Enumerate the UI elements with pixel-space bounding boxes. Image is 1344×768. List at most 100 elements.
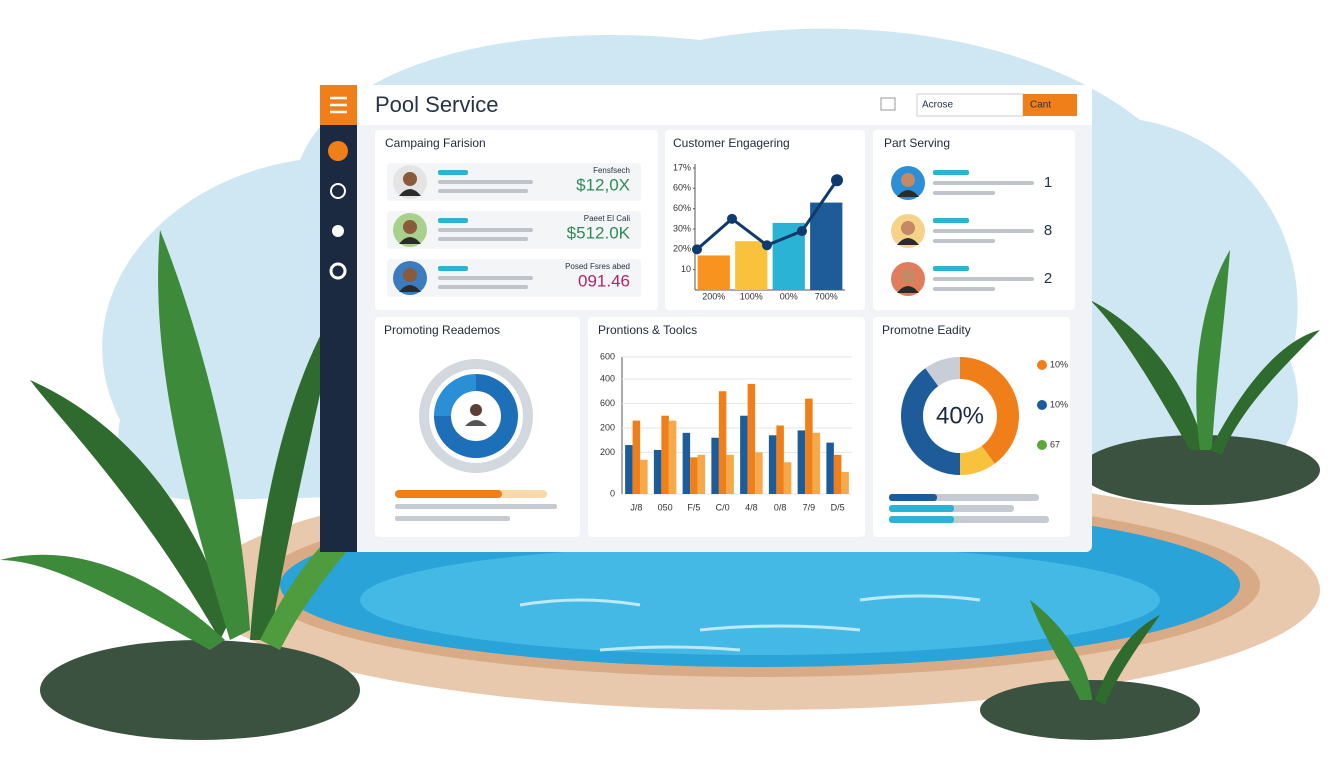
bar [668, 420, 677, 494]
placeholder-line [438, 276, 533, 280]
panel-title: Prontions & Toolcs [598, 323, 697, 337]
line-point [762, 240, 772, 251]
x-tick-label: 700% [815, 291, 838, 301]
x-tick-label: F/5 [687, 502, 700, 512]
placeholder-line [933, 218, 969, 223]
placeholder-line [933, 287, 995, 291]
donut-segment [925, 357, 960, 387]
avatar-body [399, 285, 421, 292]
bar [826, 442, 834, 494]
y-tick-label: 60% [673, 203, 691, 213]
bar [755, 452, 763, 494]
placeholder-line [438, 237, 528, 241]
bar [776, 425, 784, 494]
avatar-face [901, 269, 915, 283]
placeholder-line [933, 170, 969, 175]
donut-center-label: 40% [936, 402, 984, 429]
bar [682, 432, 691, 494]
bar [632, 420, 641, 494]
plant-left [0, 230, 420, 740]
x-tick-label: 4/8 [745, 502, 758, 512]
row-value: $12,0X [576, 175, 630, 194]
row-label: Posed Fsres abed [565, 262, 630, 271]
bar [833, 454, 842, 494]
avatar-face [403, 172, 417, 186]
row-label: Fensfsech [593, 166, 630, 175]
plant-right [980, 250, 1320, 740]
bar [697, 454, 706, 494]
x-tick-label: J/8 [630, 502, 642, 512]
placeholder-line [933, 239, 995, 243]
nav-icon[interactable] [330, 183, 346, 199]
bar [640, 459, 648, 494]
row-value: 091.46 [578, 271, 630, 290]
nav-icon[interactable] [328, 141, 348, 161]
legend-swatch [1037, 360, 1047, 370]
y-tick-label: 10 [681, 264, 691, 274]
line-point [831, 174, 843, 187]
row-value: 2 [1044, 270, 1052, 287]
line-point [727, 213, 737, 224]
x-tick-label: 0/8 [774, 502, 787, 512]
avatar-face [901, 173, 915, 187]
placeholder-line [889, 494, 937, 501]
x-tick-label: 7/9 [803, 502, 816, 512]
bar [653, 449, 662, 494]
avatar-face [403, 268, 417, 282]
x-tick-label: C/0 [716, 502, 730, 512]
bar [697, 255, 730, 290]
avatar-body [897, 238, 919, 245]
x-tick-label: 200% [702, 291, 725, 301]
bar [625, 445, 633, 494]
placeholder-line [395, 504, 557, 509]
row-value: 8 [1044, 222, 1052, 239]
y-tick-label: 200 [600, 447, 615, 457]
donut-segment [960, 445, 995, 475]
bar [768, 435, 777, 494]
avatar-face [901, 221, 915, 235]
donut-segment [901, 368, 960, 475]
placeholder-line [889, 505, 954, 512]
bar [711, 437, 719, 494]
x-tick-label: 00% [780, 291, 798, 301]
avatar-body [465, 420, 487, 426]
bar [690, 457, 698, 494]
placeholder-line [933, 191, 995, 195]
avatar-body [399, 189, 421, 196]
y-tick-label: 17% [673, 162, 691, 172]
x-tick-label: 050 [658, 502, 673, 512]
legend-label: 10% [1050, 399, 1068, 409]
nav-icon[interactable] [332, 225, 344, 237]
placeholder-line [438, 228, 533, 232]
row-label: Paeet El Cali [584, 214, 630, 223]
action-button[interactable] [1023, 94, 1077, 116]
line-point [797, 226, 807, 237]
avatar-body [399, 237, 421, 244]
panel-title: Campaing Farision [385, 136, 486, 150]
legend-label: 67 [1050, 439, 1060, 449]
y-tick-label: 30% [673, 223, 691, 233]
action-button-label: Cant [1030, 100, 1051, 111]
avatar-head [470, 404, 482, 416]
panel-title: Promoting Reademos [384, 323, 500, 337]
placeholder-line [438, 180, 533, 184]
bar [661, 415, 669, 494]
legend-swatch [1037, 400, 1047, 410]
bar [740, 415, 748, 494]
progress-bar [395, 490, 502, 498]
placeholder-line [933, 277, 1034, 281]
row-value: 1 [1044, 174, 1052, 191]
avatar-body [897, 286, 919, 293]
panel [873, 130, 1075, 310]
grid-icon[interactable] [880, 97, 896, 111]
sidebar [320, 85, 357, 552]
legend-label: 10% [1050, 359, 1068, 369]
avatar-face [403, 220, 417, 234]
bar [841, 471, 849, 494]
placeholder-line [933, 266, 969, 271]
bar [812, 432, 821, 494]
nav-icon[interactable] [329, 262, 347, 280]
placeholder-line [438, 285, 528, 289]
